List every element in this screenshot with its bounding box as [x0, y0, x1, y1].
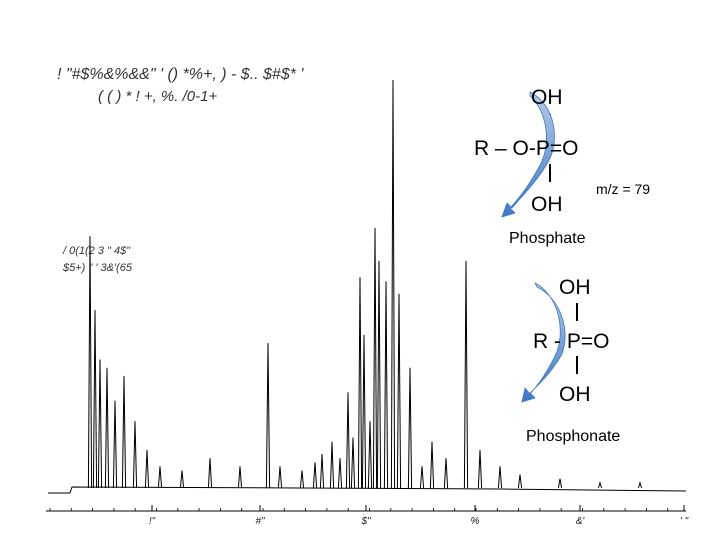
- spectrum-peak: [312, 462, 318, 489]
- spectrum-label-line-1: / 0(1(2 3 " 4$": [63, 245, 131, 257]
- phosphonate-chain: R - P=O: [533, 330, 610, 353]
- phosphate-top-oh: OH: [531, 86, 563, 109]
- spectrum-peak: [367, 421, 373, 489]
- spectrum-peak: [277, 466, 283, 489]
- spectrum-peak: [132, 421, 138, 489]
- x-axis-tick-label: %: [471, 516, 480, 527]
- spectrum-peak: [429, 441, 435, 489]
- spectrum-peaks: [87, 79, 643, 489]
- phosphonate-bottom-oh: OH: [559, 383, 591, 406]
- spectrum-peak: [407, 367, 413, 489]
- spectrum-peak: [443, 458, 449, 489]
- spectrum-peak: [337, 458, 343, 489]
- x-axis-tick-label: $": [360, 516, 371, 527]
- spectrum-peak: [597, 481, 603, 489]
- x-axis-tick-label: #": [255, 516, 265, 527]
- x-axis-tick-label: !": [149, 516, 156, 527]
- spectrum-peak: [361, 334, 367, 489]
- spectrum-peak: [299, 470, 305, 489]
- spectrum-peak: [557, 478, 563, 489]
- spectrum-peak: [265, 343, 271, 489]
- spectrum-peak: [637, 481, 643, 489]
- spectrum-peak: [517, 474, 523, 489]
- spectrum-peak: [463, 260, 469, 489]
- x-axis-tick-label: &': [576, 516, 586, 527]
- spectrum-peak: [104, 367, 110, 489]
- spectrum-peak: [345, 392, 351, 489]
- spectrum-peak: [112, 400, 118, 489]
- spectrum-peak: [329, 441, 335, 489]
- spectrum-peak: [357, 277, 363, 489]
- phosphate-curved-arrow: [501, 91, 555, 218]
- phosphate-mz-value: m/z = 79: [596, 181, 651, 197]
- spectrum-peak: [497, 466, 503, 489]
- spectrum-peak: [157, 466, 163, 489]
- x-axis-tick-label: ' ": [680, 516, 689, 527]
- slide-title-line-2: ( ( ) * ! +, %. /0-1+: [98, 88, 218, 105]
- spectrum-peak: [97, 359, 103, 489]
- phosphonate-caption: Phosphonate: [526, 428, 621, 445]
- phosphonate-top-oh: OH: [559, 276, 591, 299]
- spectrum-peak: [390, 79, 396, 489]
- spectrum-peak: [87, 236, 93, 489]
- spectrum-peak: [477, 449, 483, 489]
- spectrum-peak: [383, 281, 389, 489]
- spectrum-peak: [179, 470, 185, 489]
- spectrum-peak: [207, 458, 213, 489]
- spectrum-peak: [396, 293, 402, 489]
- spectrum-peak: [419, 466, 425, 489]
- spectrum-peak: [144, 449, 150, 489]
- spectrum-peak: [237, 466, 243, 489]
- spectrum-peak: [372, 227, 378, 489]
- x-axis-ticks: !" #" $"% &' ' ": [49, 505, 689, 527]
- spectrum-peak: [350, 437, 356, 489]
- phosphate-caption: Phosphate: [509, 230, 586, 247]
- spectrum-baseline: [48, 486, 687, 494]
- slide-title-line-1: ! "#$%&%&&" ' () *%+, ) - $.. $#$* ': [57, 66, 304, 83]
- phosphate-chain: R – O-P=O: [474, 137, 579, 160]
- spectrum-peak: [376, 260, 382, 489]
- phosphate-bottom-oh: OH: [531, 193, 563, 216]
- phosphonate-curved-arrow: [521, 282, 566, 403]
- spectrum-peak: [121, 375, 127, 489]
- spectrum-peak: [319, 453, 325, 489]
- spectrum-peak: [92, 310, 98, 489]
